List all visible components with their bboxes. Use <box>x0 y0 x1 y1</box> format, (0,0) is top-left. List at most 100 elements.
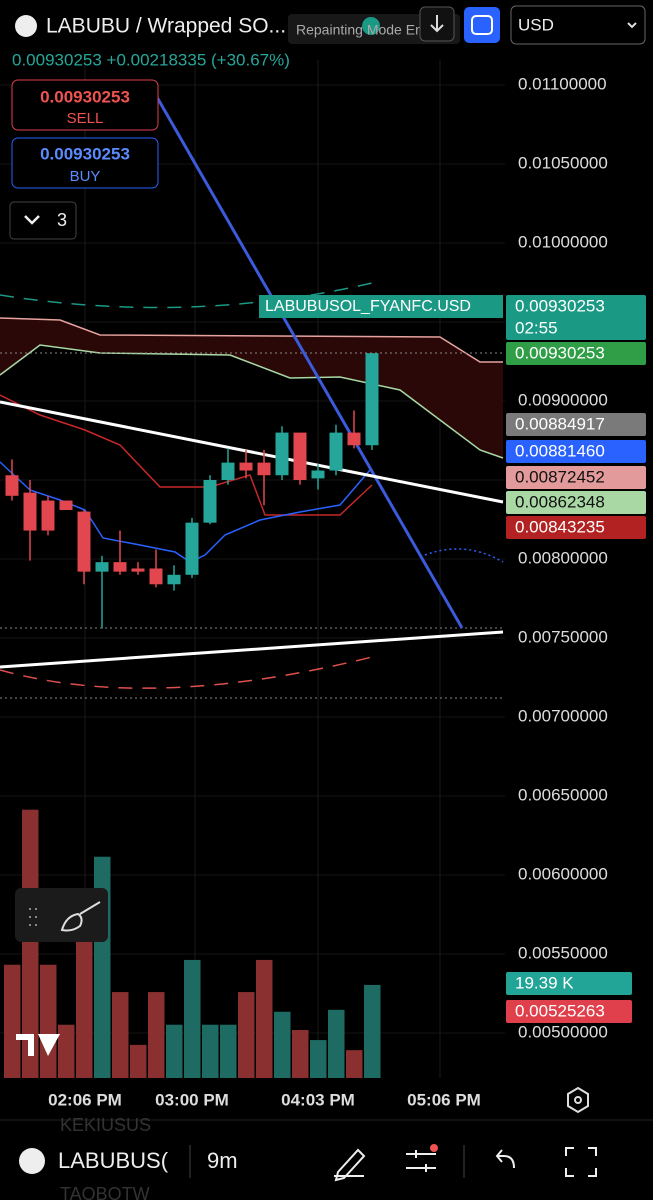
y-tick-label: 0.00800000 <box>518 548 608 567</box>
buy-button[interactable] <box>11 137 159 189</box>
volume-bar <box>76 939 93 1078</box>
tv-logo <box>16 1034 60 1056</box>
price-tag-bg <box>506 342 646 365</box>
currency: USD <box>518 15 554 34</box>
swap-button[interactable] <box>464 7 500 43</box>
price-tag: 0.00881460 <box>515 441 605 460</box>
volume-bar <box>238 992 255 1078</box>
candle-body <box>131 568 145 572</box>
candle-body <box>365 353 379 446</box>
indicators-icon[interactable] <box>406 1150 436 1172</box>
volume-bar <box>292 1030 309 1078</box>
indicator-count: 3 <box>57 210 67 230</box>
y-tick-label: 0.01100000 <box>518 74 607 93</box>
buy-price: 0.00930253 <box>40 144 130 163</box>
volume-bar <box>220 1024 237 1078</box>
volume-bar <box>22 809 39 1078</box>
volume-bar <box>130 1044 147 1078</box>
draw-icon[interactable] <box>334 1148 366 1182</box>
price-tag: 0.00843235 <box>515 517 605 536</box>
ghost-symbol: TAOBOTW <box>60 1184 150 1200</box>
candle-body <box>59 500 73 511</box>
volume-bar <box>346 1050 363 1078</box>
price-tags: LABUBUSOL_FYANFC.USD 0.00930253 02:55 0.009… <box>259 295 646 1023</box>
repaint-text: Repainting Mode Enab <box>296 22 439 38</box>
status-dot <box>362 17 380 35</box>
volume-tag-bg <box>506 1000 632 1023</box>
candle-body <box>77 511 91 572</box>
interval[interactable]: 9m <box>207 1148 238 1173</box>
candle-body <box>293 432 307 480</box>
candle-body <box>221 462 235 480</box>
candle-body <box>167 574 181 585</box>
sell-price: 0.00930253 <box>40 87 130 106</box>
sell-button[interactable] <box>11 79 159 131</box>
volume-bar <box>40 964 57 1078</box>
buy-label: BUY <box>70 168 101 185</box>
symbol-title[interactable]: LABUBU / Wrapped SO... <box>46 15 286 38</box>
footer-icon <box>19 1148 45 1174</box>
brush-icon <box>60 901 101 932</box>
volume-bar <box>184 959 201 1078</box>
candle-body <box>257 462 271 476</box>
y-tick-label: 0.00500000 <box>518 1022 608 1041</box>
candles <box>5 353 379 629</box>
chevron-down <box>24 215 40 225</box>
price-tag: 0.00930253 <box>515 343 605 362</box>
y-tick-label: 0.00650000 <box>518 785 608 804</box>
currency-select[interactable] <box>510 5 646 45</box>
candle-body <box>23 492 37 531</box>
x-tick-label: 02:06 PM <box>48 1090 122 1109</box>
candle-body <box>95 562 109 572</box>
y-tick-label: 0.00750000 <box>518 627 608 646</box>
price-tag-bg <box>506 295 646 340</box>
symbol-tag: LABUBUSOL_FYANFC.USD <box>265 298 471 315</box>
settings-icon[interactable] <box>567 1086 589 1114</box>
price-tag: 0.00862348 <box>515 492 605 511</box>
undo-icon[interactable] <box>495 1149 515 1169</box>
candle-body <box>329 432 343 471</box>
symbol-tag-bg <box>259 295 503 318</box>
indicators <box>0 84 504 699</box>
x-tick-label: 04:03 PM <box>281 1090 355 1109</box>
sell-label: SELL <box>67 110 104 127</box>
volume-bar <box>112 992 129 1078</box>
symbol-icon <box>15 15 37 37</box>
drag-handle <box>29 908 37 926</box>
price-tag-bg <box>506 466 646 489</box>
candle-body <box>5 475 19 496</box>
countdown: 02:55 <box>515 318 558 337</box>
fullscreen-icon[interactable] <box>565 1147 597 1177</box>
indicators-toggle[interactable] <box>9 201 77 240</box>
volume-bar <box>364 984 381 1078</box>
candle-body <box>311 470 325 479</box>
ghost-symbol: KEKIUSUS <box>60 1115 151 1135</box>
settings-dot <box>574 1096 582 1104</box>
candle-body <box>239 462 253 471</box>
volume-pane <box>4 809 381 1078</box>
drawing-toolbar[interactable] <box>15 888 108 942</box>
volume-bar <box>256 959 273 1078</box>
candle-body <box>275 432 289 476</box>
y-tick-label: 0.01050000 <box>518 153 608 172</box>
price-tag: 0.00884917 <box>515 414 605 433</box>
volume-bar <box>148 992 165 1078</box>
chevron <box>627 22 637 29</box>
x-tick-label: 05:06 PM <box>407 1090 481 1109</box>
price-axis: 0.011000000.010500000.010000000.00950000… <box>48 74 608 1109</box>
candle-body <box>41 500 55 531</box>
volume-bar <box>202 1024 219 1078</box>
candle-body <box>185 522 199 575</box>
volume-tag-bg <box>506 972 632 995</box>
footer-symbol[interactable]: LABUBUS( <box>58 1148 169 1173</box>
candle-body <box>203 480 217 523</box>
candle-body <box>113 562 127 572</box>
price-tag: 0.00872452 <box>515 467 605 486</box>
quote: 0.00930253 +0.00218335 (+30.67%) <box>12 50 290 69</box>
candle-body <box>347 432 361 446</box>
y-tick-label: 0.00550000 <box>518 943 608 962</box>
volume-tag: 19.39 K <box>515 973 574 992</box>
candle-body <box>149 568 163 585</box>
download-icon <box>430 15 444 33</box>
